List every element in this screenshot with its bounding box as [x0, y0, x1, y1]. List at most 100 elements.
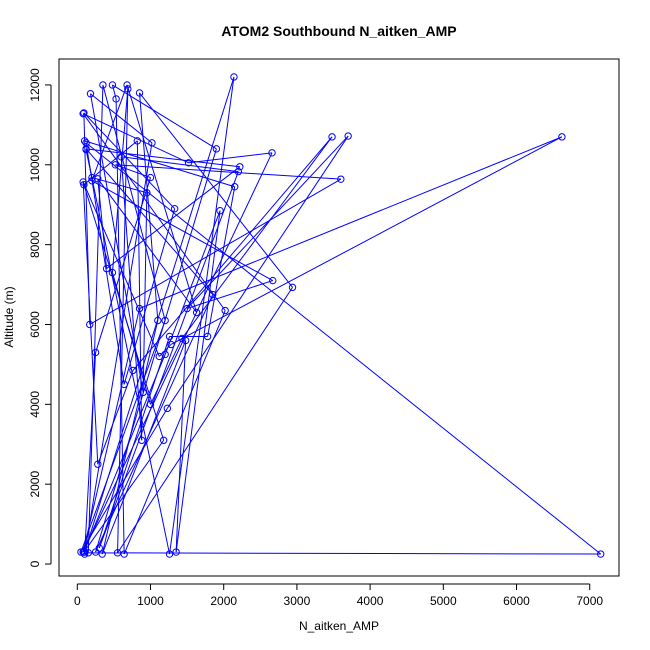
series-line-segment [120, 156, 143, 441]
data-point [129, 366, 137, 375]
data-point [178, 334, 186, 343]
data-point [80, 548, 88, 556]
data-point [117, 153, 125, 161]
data-point [124, 85, 132, 93]
y-tick-label: 4000 [28, 391, 42, 418]
series-line-segment [164, 210, 221, 355]
data-point [234, 167, 243, 176]
series-line-segment [207, 186, 236, 337]
series-line-segment [117, 88, 129, 553]
data-point [94, 175, 102, 183]
data-point [183, 304, 191, 313]
data-point [80, 109, 88, 117]
series-line-segment [85, 142, 602, 555]
series-line-segment [123, 208, 176, 385]
series-line-segment [87, 84, 104, 553]
series-line-segment [117, 287, 293, 554]
series-line-segment [188, 152, 273, 164]
series-line-segment [90, 93, 153, 144]
data-point [143, 189, 151, 197]
data-point [135, 89, 144, 97]
data-point [80, 181, 88, 189]
series-line-segment [80, 320, 166, 553]
series-line-segment [126, 84, 198, 313]
series-line-segment [98, 336, 171, 549]
data-point [192, 308, 201, 317]
series-line-segment [121, 156, 239, 173]
series-line-segment [83, 184, 165, 441]
data-point [91, 348, 100, 357]
series-line-segment [139, 92, 159, 321]
data-point [212, 145, 221, 153]
x-tick-label: 6000 [503, 594, 530, 608]
series-line-segment [169, 76, 235, 555]
data-point [165, 332, 174, 341]
data-point [328, 133, 336, 141]
series-line-segment [186, 280, 273, 309]
y-tick-label: 10000 [28, 148, 42, 182]
x-tick-label: 3000 [284, 594, 311, 608]
series-line-segment [186, 135, 349, 309]
y-tick-label: 8000 [28, 231, 42, 258]
data-point [135, 304, 144, 313]
series-line-segment [85, 142, 125, 385]
data-point [108, 268, 117, 277]
data-point [79, 109, 87, 118]
data-point [77, 548, 85, 556]
x-tick-label: 5000 [430, 594, 457, 608]
data-point [269, 276, 277, 285]
series-lines [80, 76, 602, 555]
data-point [86, 90, 95, 98]
y-tick-label: 0 [28, 560, 42, 567]
data-point [216, 207, 224, 215]
data-point [108, 81, 117, 89]
series-line-segment [123, 310, 226, 555]
data-point [94, 460, 102, 468]
series-line-segment [115, 164, 341, 180]
data-point [221, 306, 229, 315]
data-point [161, 350, 169, 359]
chart-title: ATOM2 Southbound N_aitken_AMP [221, 23, 456, 39]
x-tick-label: 7000 [576, 594, 603, 608]
series-line-segment [132, 136, 333, 371]
data-point [165, 550, 174, 558]
data-point [596, 550, 605, 558]
series-line-segment [95, 148, 217, 553]
y-tick-label: 12000 [28, 68, 42, 102]
series-line-segment [170, 136, 563, 345]
series-line-segment [83, 354, 166, 553]
series-line-segment [85, 149, 171, 555]
data-point [230, 183, 239, 191]
series-line-segment [181, 136, 333, 339]
y-tick-label: 6000 [28, 311, 42, 338]
data-point [138, 436, 146, 444]
series-line-segment [82, 181, 99, 465]
data-point [139, 388, 147, 397]
data-point [112, 95, 120, 103]
series-line-segment [82, 181, 160, 357]
data-point [167, 340, 175, 349]
series-line-segment [82, 308, 141, 553]
data-point [184, 159, 193, 167]
data-point [113, 549, 122, 557]
data-point [163, 404, 172, 413]
x-tick-label: 0 [74, 594, 81, 608]
data-point [159, 436, 168, 444]
series-line-segment [84, 140, 235, 188]
x-tick-label: 1000 [137, 594, 164, 608]
data-point [80, 137, 89, 145]
series-line-segment [82, 152, 273, 553]
x-axis: 0 1000 2000 3000 4000 5000 6000 7000 [74, 583, 603, 608]
series-line-segment [175, 210, 221, 553]
series-line-segment [101, 340, 187, 555]
data-point [337, 175, 345, 183]
series-line-segment [112, 84, 217, 150]
data-point [82, 145, 90, 153]
data-point [230, 73, 238, 81]
series-line-segment [95, 177, 151, 353]
data-point [98, 550, 106, 558]
data-point [181, 336, 190, 345]
x-tick-label: 2000 [210, 594, 237, 608]
series-points [77, 73, 605, 558]
x-axis-label: N_aitken_AMP [299, 619, 379, 633]
